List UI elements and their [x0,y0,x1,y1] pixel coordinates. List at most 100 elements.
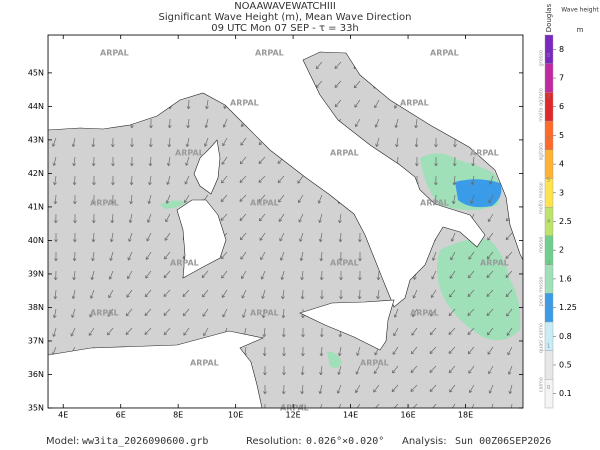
wave-arrow [448,365,456,374]
colorbar-label: 1.6 [559,274,572,283]
wave-arrow [510,403,513,408]
wave-arrow [164,232,171,241]
wave-arrow [70,327,76,337]
footer-label: Resolution: [246,436,302,447]
wave-arrow [319,346,324,357]
wave-arrow [204,118,209,128]
wave-arrow [220,213,228,221]
wave-arrow [54,251,58,262]
legend-scale-title: Douglas [545,3,553,32]
colorbar-label: 2.5 [559,217,572,226]
wave-arrow [470,175,475,186]
wave-arrow [506,327,513,336]
wave-arrow [263,384,267,395]
wave-arrow [452,156,457,167]
wave-arrow [72,251,77,262]
wave-arrow [240,137,247,146]
colorbar-label: 6 [559,102,564,111]
wave-arrow [392,365,399,374]
colorbar-label: 4 [559,160,564,169]
wave-arrow [163,327,171,336]
wave-arrow [127,270,133,280]
wave-arrow [487,232,494,241]
wave-arrow [486,289,494,297]
wave-arrow [298,213,304,223]
wave-arrow [467,346,475,355]
wave-arrow [71,137,76,148]
wave-arrow [357,289,362,300]
sea-state-label: grosso [539,50,545,66]
wave-arrow [148,137,153,148]
wave-arrow [203,327,209,337]
wave-arrow [201,270,209,279]
wave-arrow [262,346,267,357]
watermark: ARPAL [175,149,204,158]
watermark: ARPAL [190,359,219,368]
wave-arrow [429,365,437,373]
wave-arrow [487,327,494,336]
wave-arrow [72,270,76,281]
douglas-label: 1 [547,343,550,349]
wave-arrow [392,346,399,355]
wave-arrow [410,384,418,392]
douglas-label: 2 [547,302,550,308]
colorbar-label: 3 [559,188,564,197]
douglas-label: 6 [547,136,550,142]
watermark: ARPAL [250,199,279,208]
wave-arrow [358,270,362,281]
lat-tick-label: 35N [28,404,44,413]
wave-arrow [318,232,323,243]
colorbar-label: 0.1 [559,389,572,398]
colorbar-label: 8 [559,45,564,54]
land-sardinia [176,199,227,279]
wave-arrow [281,289,285,300]
wave-arrow [320,289,324,300]
wave-arrow [448,327,456,335]
wave-arrow [92,175,96,186]
footer-label: Model: [46,436,79,447]
wave-arrow [491,403,494,408]
wave-arrow [334,61,342,69]
wave-arrow [107,327,114,336]
colorbar-segment [544,379,554,409]
wave-arrow [391,384,399,393]
wave-arrow [488,384,494,394]
sea-state-label: poco mosso [539,277,545,307]
douglas-label: 3 [547,260,550,266]
colorbar-segment [544,34,554,64]
wave-arrow [373,365,380,374]
wave-arrow [337,346,342,357]
wave-arrow [241,289,247,299]
wave-arrow [414,118,418,129]
wave-arrow [167,118,172,129]
douglas-label: 5 [547,178,550,184]
wave-arrow [163,270,171,279]
land-layer [48,35,523,408]
wave-arrow [282,346,286,357]
wave-arrow [165,194,171,204]
watermark: ARPAL [430,49,459,58]
wave-patches [160,153,521,369]
lat-tick-label: 45N [28,68,44,77]
wave-arrow [111,175,115,186]
wave-arrow [108,289,114,299]
wave-arrow [52,327,57,337]
lat-tick-label: 44N [28,102,44,111]
watermark: ARPAL [170,259,199,268]
lat-tick-label: 37N [28,336,44,345]
wave-arrow [486,308,494,317]
colorbar-segment [544,350,554,380]
wave-arrow [182,308,190,317]
wave-arrow [186,99,191,110]
wave-arrow [505,289,513,298]
wave-arrow [52,308,57,319]
wave-arrow [128,232,133,242]
wave-arrow [144,289,152,298]
land-sicily [299,299,395,351]
patch-green [436,238,521,341]
wave-arrow [52,156,57,166]
wave-arrow [356,346,361,356]
wave-arrow [392,403,399,408]
